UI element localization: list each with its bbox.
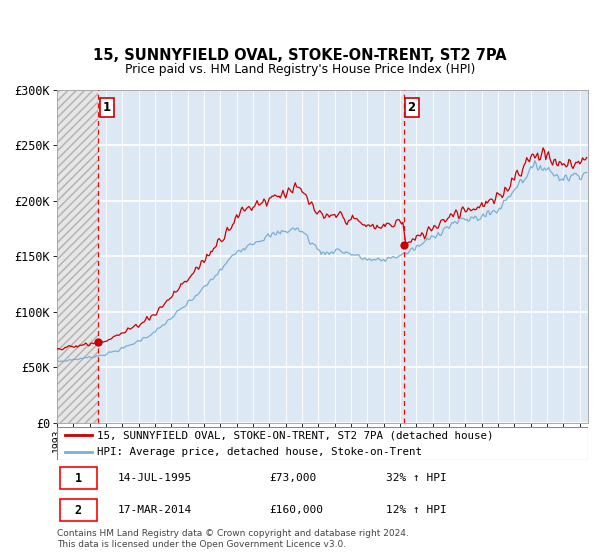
- FancyBboxPatch shape: [59, 500, 97, 521]
- Text: HPI: Average price, detached house, Stoke-on-Trent: HPI: Average price, detached house, Stok…: [97, 446, 422, 456]
- Text: 14-JUL-1995: 14-JUL-1995: [118, 473, 193, 483]
- Text: 12% ↑ HPI: 12% ↑ HPI: [386, 505, 447, 515]
- Text: 1: 1: [74, 472, 82, 485]
- Text: 32% ↑ HPI: 32% ↑ HPI: [386, 473, 447, 483]
- Text: £73,000: £73,000: [269, 473, 317, 483]
- FancyBboxPatch shape: [59, 468, 97, 489]
- Text: 2: 2: [74, 504, 82, 517]
- Text: £160,000: £160,000: [269, 505, 323, 515]
- Bar: [57, 90, 98, 423]
- Bar: [57, 90, 98, 423]
- Bar: [404, 90, 588, 423]
- Text: 15, SUNNYFIELD OVAL, STOKE-ON-TRENT, ST2 7PA (detached house): 15, SUNNYFIELD OVAL, STOKE-ON-TRENT, ST2…: [97, 431, 493, 441]
- Text: 2: 2: [407, 101, 416, 114]
- Text: Price paid vs. HM Land Registry's House Price Index (HPI): Price paid vs. HM Land Registry's House …: [125, 63, 475, 76]
- Text: 17-MAR-2014: 17-MAR-2014: [118, 505, 193, 515]
- Text: Contains HM Land Registry data © Crown copyright and database right 2024.
This d: Contains HM Land Registry data © Crown c…: [57, 529, 409, 549]
- FancyBboxPatch shape: [57, 427, 588, 460]
- Text: 15, SUNNYFIELD OVAL, STOKE-ON-TRENT, ST2 7PA: 15, SUNNYFIELD OVAL, STOKE-ON-TRENT, ST2…: [93, 49, 507, 63]
- Bar: [98, 90, 404, 423]
- Text: 1: 1: [103, 101, 111, 114]
